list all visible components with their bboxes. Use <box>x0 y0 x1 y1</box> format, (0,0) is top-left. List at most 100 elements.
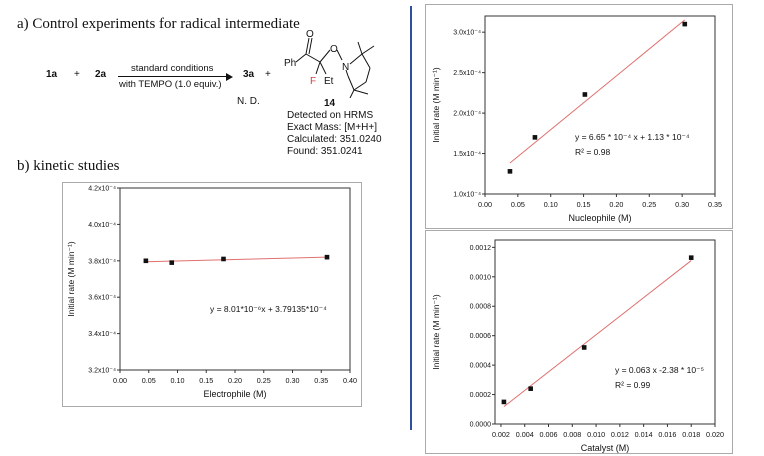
x-tick-label: 0.016 <box>658 430 676 439</box>
x-tick-label: 0.10 <box>171 376 185 385</box>
y-tick-label: 3.2x10⁻⁴ <box>88 368 116 375</box>
x-tick-label: 0.00 <box>478 200 492 209</box>
fit-line <box>503 260 692 408</box>
hrms-line-3: Calculated: 351.0240 <box>287 134 382 145</box>
x-tick-label: 0.05 <box>142 376 156 385</box>
hrms-line-4: Found: 351.0241 <box>287 146 363 157</box>
y-tick-label: 0.0004 <box>470 363 492 370</box>
fit-equation: y = 0.063 x -2.38 * 10⁻⁵ <box>615 365 704 375</box>
y-axis-label: Initial rate (M min⁻¹) <box>66 241 76 316</box>
x-tick-label: 0.002 <box>492 430 510 439</box>
chart-frame <box>425 4 733 229</box>
x-tick-label: 0.25 <box>642 200 656 209</box>
x-tick-label: 0.012 <box>611 430 629 439</box>
x-tick-label: 0.00 <box>113 376 127 385</box>
arrow-top-label: standard conditions <box>131 63 214 74</box>
ether-oxygen-label: O <box>330 44 338 55</box>
x-tick-label: 0.010 <box>587 430 605 439</box>
product-not-detected: N. D. <box>237 96 260 107</box>
fluorine-label: F <box>310 76 316 87</box>
y-tick-label: 4.2x10⁻⁴ <box>88 186 116 193</box>
y-tick-label: 3.0x10⁻⁴ <box>453 30 481 37</box>
x-tick-label: 0.20 <box>228 376 242 385</box>
x-tick-label: 0.014 <box>635 430 653 439</box>
y-tick-label: 2.5x10⁻⁴ <box>453 70 481 77</box>
product-3a: 3a <box>243 69 255 80</box>
y-tick-label: 3.4x10⁻⁴ <box>88 331 116 338</box>
x-tick-label: 0.020 <box>706 430 724 439</box>
y-tick-label: 0.0002 <box>470 392 492 399</box>
phenyl-label: Ph <box>284 58 296 69</box>
r-squared: R² = 0.98 <box>575 147 610 157</box>
x-tick-label: 0.006 <box>540 430 558 439</box>
x-tick-label: 0.25 <box>257 376 271 385</box>
data-point <box>501 399 507 405</box>
data-point <box>221 256 226 262</box>
x-tick-label: 0.10 <box>544 200 558 209</box>
y-tick-label: 0.0000 <box>470 422 492 429</box>
section-a-title: a) Control experiments for radical inter… <box>17 16 300 32</box>
y-tick-label: 4.0x10⁻⁴ <box>88 222 116 229</box>
y-tick-label: 1.5x10⁻⁴ <box>453 151 481 158</box>
reaction-arrow-shaft <box>118 76 230 77</box>
chart-frame <box>62 182 362 407</box>
x-tick-label: 0.40 <box>343 376 357 385</box>
y-tick-label: 0.0008 <box>470 304 492 311</box>
x-tick-label: 0.008 <box>563 430 581 439</box>
reactant-2a: 2a <box>95 69 107 80</box>
reactant-1a: 1a <box>46 69 58 80</box>
plot-area <box>494 239 716 425</box>
data-point <box>169 260 175 265</box>
x-axis-label: Catalyst (M) <box>581 443 630 453</box>
hrms-line-2: Exact Mass: [M+H+] <box>287 122 378 133</box>
ethyl-label: Et <box>324 76 334 87</box>
x-axis-label: Nucleophile (M) <box>568 213 631 223</box>
compound-number: 14 <box>324 98 336 109</box>
y-tick-label: 2.0x10⁻⁴ <box>453 111 481 118</box>
data-point <box>143 258 149 264</box>
y-axis-label: Initial rate (M min⁻¹) <box>431 294 441 369</box>
plus-sign-2: + <box>265 69 271 80</box>
x-tick-label: 0.05 <box>511 200 525 209</box>
y-tick-label: 0.0012 <box>470 245 492 252</box>
hrms-block: Detected on HRMS Exact Mass: [M+H+] Calc… <box>287 110 382 158</box>
data-point <box>581 345 587 350</box>
x-tick-label: 0.15 <box>199 376 213 385</box>
carbonyl-oxygen-label: O <box>306 29 314 40</box>
y-tick-label: 0.0010 <box>470 274 492 281</box>
fit-equation: y = 8.01*10⁻⁶x + 3.79135*10⁻⁴ <box>210 304 327 314</box>
x-tick-label: 0.15 <box>577 200 591 209</box>
reaction-arrow-head-icon <box>226 73 233 81</box>
x-axis-label: Electrophile (M) <box>203 389 266 399</box>
y-axis-label: Initial rate (M min⁻¹) <box>431 67 441 142</box>
data-point <box>507 169 513 174</box>
fit-line <box>145 256 328 263</box>
hrms-line-1: Detected on HRMS <box>287 110 374 121</box>
y-tick-label: 0.0006 <box>470 333 492 340</box>
data-point <box>528 386 533 391</box>
data-point <box>532 135 538 140</box>
x-tick-label: 0.30 <box>675 200 689 209</box>
tempo-adduct-structure: Ph O O N F Et <box>284 29 375 98</box>
x-tick-label: 0.35 <box>708 200 722 209</box>
catalyst-kinetics-chart: 0.002 0.004 0.006 0.008 0.010 0.012 0.014 0.016… <box>425 230 733 454</box>
data-point <box>324 254 330 260</box>
plot-area <box>484 15 716 195</box>
x-tick-label: 0.35 <box>314 376 328 385</box>
x-tick-label: 0.018 <box>682 430 700 439</box>
data-point <box>688 255 694 260</box>
section-b-title: b) kinetic studies <box>17 158 120 174</box>
r-squared: R² = 0.99 <box>615 380 650 390</box>
x-tick-label: 0.30 <box>286 376 300 385</box>
data-point <box>582 92 588 97</box>
y-tick-label: 3.8x10⁻⁴ <box>88 258 116 265</box>
nitrogen-label: N <box>342 62 349 73</box>
fit-equation: y = 6.65 * 10⁻⁴ x + 1.13 * 10⁻⁴ <box>575 132 690 142</box>
section-divider <box>410 6 412 430</box>
data-point <box>682 21 688 27</box>
plus-sign-1: + <box>74 69 80 80</box>
electrophile-kinetics-chart: 0.00 0.05 0.10 0.15 0.20 0.25 0.30 0.35 0.40 3.2x… <box>62 182 362 407</box>
x-tick-label: 0.004 <box>516 430 534 439</box>
arrow-bottom-label: with TEMPO (1.0 equiv.) <box>119 79 222 90</box>
y-tick-label: 1.0x10⁻⁴ <box>453 192 481 199</box>
